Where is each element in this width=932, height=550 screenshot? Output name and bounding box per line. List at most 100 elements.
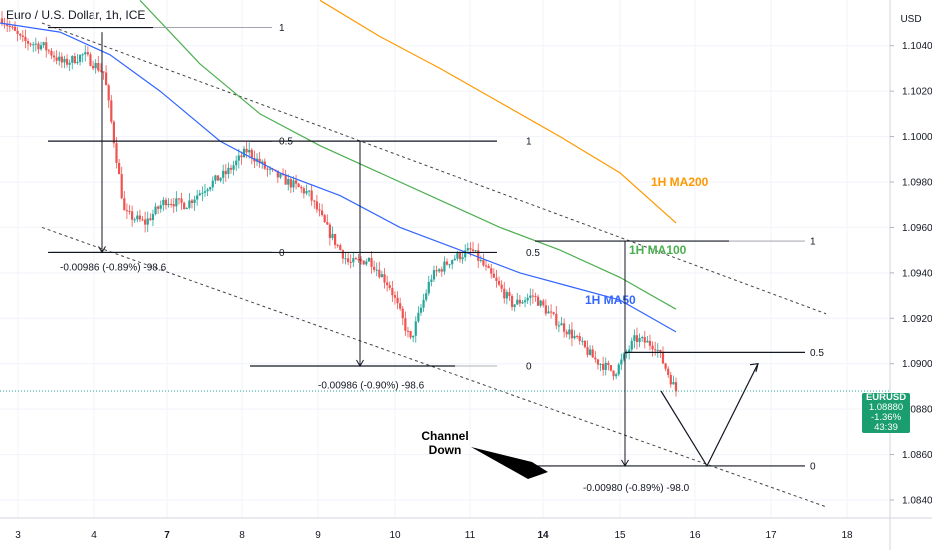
fib-level-label: 1 [279,23,285,34]
candle-body [638,338,641,343]
candle-body [300,186,303,189]
x-tick-label: 9 [315,530,321,541]
candle-body [607,362,610,366]
x-tick-label: 3 [15,530,21,541]
candle-body [268,168,272,170]
candle-body [651,345,654,350]
candle-body [513,304,516,308]
candle-body [120,174,123,199]
candle-body [568,329,571,335]
candle-body [349,261,352,263]
candle-body [430,279,433,282]
candle-body [115,143,118,163]
candle-body [78,55,82,62]
candle-body [76,61,79,64]
candle-body [388,285,391,288]
x-tick-label: 11 [465,530,476,541]
candle-body [170,203,173,205]
measure-arrow-head [98,246,106,254]
candle-body [151,214,155,220]
candle-body [146,218,149,225]
candle-body [620,359,623,365]
candle-body [287,178,290,185]
candle-body [609,365,613,371]
candle-body [396,297,399,304]
fib-level-label: 0 [526,361,532,372]
candle-body [188,200,191,208]
candle-body [555,313,558,326]
candle-body [227,167,230,175]
ma-label-1: 1H MA50 [585,293,636,307]
candle-body [307,190,311,192]
candle-body [185,207,188,210]
candle-body [534,296,537,298]
candle-body [578,336,581,341]
candle-body [466,248,469,251]
measure-arrow-head [621,459,629,467]
candle-body [235,160,238,166]
channel-lower-line [41,226,827,508]
candle-body [320,210,324,216]
candle-body [162,199,165,206]
candle-body [91,65,95,69]
candle-body [294,180,298,184]
candle-body [404,318,407,331]
channel-label: Channel [421,429,468,443]
candle-body [445,261,449,265]
candle-body [536,296,540,306]
ma-line-2 [139,0,677,310]
candle-body [86,52,89,55]
candle-body [484,265,488,267]
candle-body [474,250,477,252]
candle-body [435,270,438,272]
candle-body [539,300,542,306]
candle-body [326,221,329,225]
candle-body [521,302,524,304]
candle-body [471,249,475,252]
candle-body [648,340,652,346]
candle-body [313,200,316,202]
candle-body [21,35,24,37]
candle-body [216,175,220,181]
candle-body [167,203,170,206]
fib-level-label: 1 [810,237,816,248]
candle-body [297,183,300,187]
candle-body [13,26,17,31]
candle-body [97,62,100,71]
candle-body [612,370,615,377]
x-tick-label: 8 [239,530,245,541]
candle-body [427,281,430,294]
fib-level-label: 0.5 [279,137,293,148]
candle-body [654,349,657,351]
candle-body [336,244,339,246]
candles-group [0,11,678,397]
candle-body [52,55,56,58]
candle-body [261,161,264,164]
candle-body [131,211,134,220]
candle-body [190,200,194,203]
candle-body [497,280,501,285]
y-tick-label: 1.08600 [902,450,932,461]
candle-body [492,273,495,278]
price-tag-change: -1.36% [870,412,902,423]
candle-body [458,253,462,260]
measure-label: -0.00986 (-0.90%) -98.6 [318,381,425,392]
channel-label: Down [429,443,462,457]
candle-body [144,219,147,225]
candle-body [118,162,121,175]
candle-body [71,56,74,63]
x-tick-label: 15 [614,530,626,541]
candle-body [352,258,355,263]
candle-body [180,198,183,203]
candle-body [6,24,9,26]
fib-level-label: 0 [279,248,285,259]
candle-body [622,353,626,360]
candle-body [412,335,415,338]
candle-body [209,187,212,190]
candle-body [544,305,547,314]
candle-body [625,352,628,354]
y-tick-label: 1.09800 [902,178,932,189]
candle-body [643,337,646,343]
currency-label: USD [900,14,921,25]
